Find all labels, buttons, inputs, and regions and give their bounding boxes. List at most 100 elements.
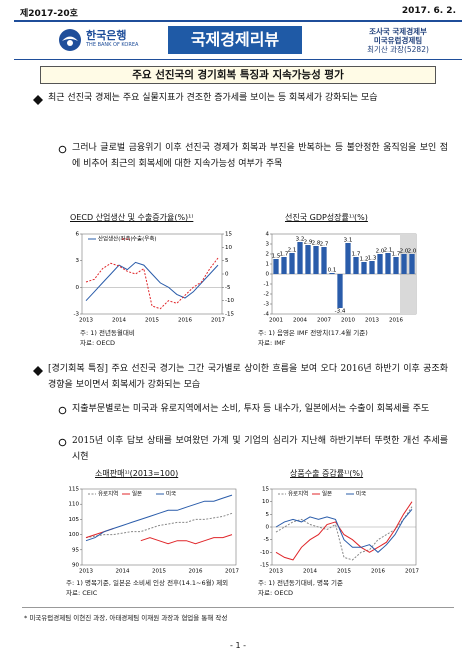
x-tick-label: 2014 xyxy=(112,318,126,324)
legend-label: 미국 xyxy=(166,490,176,498)
y-tick-label: -2 xyxy=(264,292,269,298)
chart-source: 자료: IMF xyxy=(258,339,286,347)
x-tick-label: 2001 xyxy=(269,318,283,324)
dept-line: 최기산 과장(5282) xyxy=(367,45,429,54)
value-label: 3.2 xyxy=(296,237,305,243)
y-tick-label: -1 xyxy=(264,282,269,288)
y-tick-label: -4 xyxy=(264,312,270,318)
bar xyxy=(313,246,319,274)
bar xyxy=(289,253,295,274)
plot-frame xyxy=(81,488,237,566)
footnote-rule xyxy=(22,607,454,608)
y2-tick-label: 0 xyxy=(225,272,229,278)
value-label: 1.7 xyxy=(352,252,361,258)
chart-note: 주: 1) 전년동기대비, 명목 기준 xyxy=(258,579,343,587)
bullet-circle xyxy=(58,438,67,447)
x-tick-label: 2016 xyxy=(371,569,385,575)
bar xyxy=(273,259,279,274)
y-tick-label: -3 xyxy=(264,302,270,308)
value-label: 2.0 xyxy=(408,249,417,255)
series-line xyxy=(275,508,413,553)
legend-label: 미국 xyxy=(356,490,366,498)
x-tick-label: 2016 xyxy=(389,318,403,324)
value-label: 0.1 xyxy=(328,268,337,274)
x-tick-label: 2013 xyxy=(79,318,93,324)
bar xyxy=(409,254,415,274)
bar xyxy=(329,273,335,274)
value-label: -3.4 xyxy=(335,309,346,315)
y-tick-label: -5 xyxy=(264,537,270,543)
chart-note: 주: 1) 전년동월대비 xyxy=(80,329,135,337)
subtitle: 주요 선진국의 경기회복 특징과 지속가능성 평가 xyxy=(40,66,436,84)
bar xyxy=(305,245,311,274)
x-tick-label: 2013 xyxy=(79,569,93,575)
y-tick-label: 90 xyxy=(72,563,79,569)
y-tick-label: 15 xyxy=(262,487,269,493)
y2-tick-label: 10 xyxy=(225,245,232,251)
series-line xyxy=(85,261,219,302)
header-rule xyxy=(14,20,462,22)
y2-tick-label: -5 xyxy=(225,285,231,291)
bar xyxy=(393,257,399,274)
y2-tick-label: -15 xyxy=(225,312,234,318)
y-tick-label: 115 xyxy=(69,487,80,493)
x-tick-label: 2014 xyxy=(303,569,317,575)
x-tick-label: 2017 xyxy=(225,569,239,575)
value-label: 1.3 xyxy=(368,256,377,262)
report-date: 2017. 6. 2. xyxy=(401,6,456,16)
y-tick-label: 0 xyxy=(266,525,270,531)
y-tick-label: 110 xyxy=(69,502,80,508)
x-tick-label: 2013 xyxy=(269,569,283,575)
dept-line: 미국유럽경제팀 xyxy=(373,36,423,45)
y-tick-label: 3 xyxy=(76,258,80,264)
x-tick-label: 2017 xyxy=(405,569,419,575)
y-tick-label: 105 xyxy=(69,517,80,523)
bullet-diamond xyxy=(33,366,43,376)
value-label: 2.7 xyxy=(320,242,329,248)
legend-label: 유로지역 xyxy=(288,490,308,498)
logo xyxy=(59,29,81,51)
value-label: 2.0 xyxy=(400,249,409,255)
y-tick-label: 10 xyxy=(262,499,269,505)
y-tick-label: -3 xyxy=(74,312,80,318)
y-tick-label: -15 xyxy=(260,563,269,569)
chart-title: 상품수출 증감률¹⁾(%) xyxy=(290,469,364,478)
report-number: 제2017-20호 xyxy=(20,9,78,19)
chart-title: OECD 산업생산 및 수출증가율(%)¹⁾ xyxy=(70,213,194,222)
series-line xyxy=(85,494,233,542)
legend-label: 수출(우축) xyxy=(132,235,157,243)
chart: 90 95 100 105 110 115 2013 2014 2015 2016 2017 유로지역… xyxy=(69,487,240,575)
x-tick-label: 2015 xyxy=(337,569,351,575)
x-tick-label: 2013 xyxy=(365,318,379,324)
series-line xyxy=(275,501,413,561)
page-number: - 1 - xyxy=(230,641,246,650)
value-label: 3.1 xyxy=(344,238,353,244)
bar xyxy=(337,274,343,308)
bar xyxy=(281,257,287,274)
y-tick-label: 95 xyxy=(72,547,79,553)
x-tick-label: 2015 xyxy=(145,318,159,324)
legend-label: 일본 xyxy=(322,490,332,498)
value-label: 2.1 xyxy=(288,248,297,254)
y-tick-label: 100 xyxy=(69,532,80,538)
y2-tick-label: 5 xyxy=(225,258,229,264)
series-line xyxy=(275,506,413,561)
y2-tick-label: -10 xyxy=(225,298,234,304)
logo-name: 한국은행 xyxy=(86,29,127,42)
paragraph: 2015년 이후 답보 상태를 보여왔던 가계 및 기업의 심리가 지난해 하반… xyxy=(72,436,448,462)
logo-sub: THE BANK OF KOREA xyxy=(86,42,139,48)
x-tick-label: 2016 xyxy=(189,569,203,575)
y-tick-label: 0 xyxy=(76,285,80,291)
bar xyxy=(385,253,391,274)
chart: -3 0 3 6 -15 -10 -5 0 5 10 15 2013 2014 2015 2016 2017 산… xyxy=(74,232,235,324)
x-tick-label: 2016 xyxy=(178,318,192,324)
series-line xyxy=(85,257,219,310)
paragraph: [경기회복 특징] 주요 선진국 경기는 그간 국가별로 상이한 흐름을 보여 … xyxy=(48,364,448,390)
x-tick-label: 2007 xyxy=(317,318,331,324)
y-tick-label: -10 xyxy=(260,550,269,556)
bar xyxy=(345,243,351,274)
bar xyxy=(401,254,407,274)
series-line xyxy=(85,512,233,539)
